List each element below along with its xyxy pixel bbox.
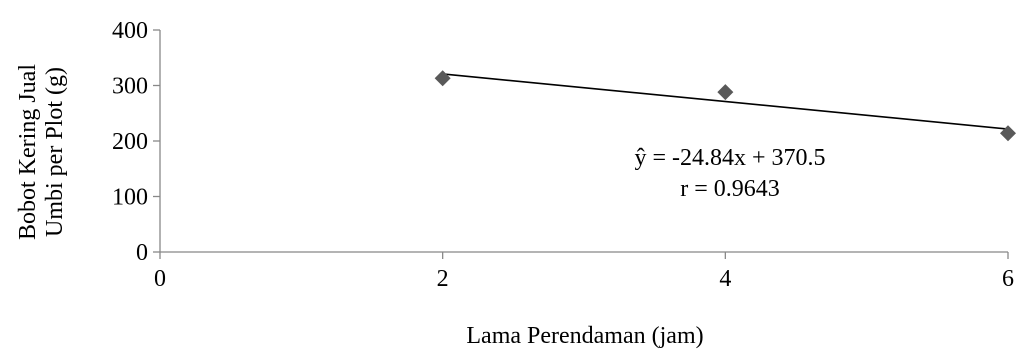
- data-point: [1000, 125, 1016, 142]
- correlation-coefficient: r = 0.9643: [680, 176, 780, 202]
- y-axis-title-line-1: Bobot Kering Jual: [15, 64, 41, 240]
- x-axis-title: Lama Perendaman (jam): [466, 323, 703, 349]
- trend-layer: [442, 73, 1009, 130]
- data-point: [717, 84, 734, 101]
- points-layer: [434, 70, 1016, 142]
- y-tick-label: 200: [112, 129, 148, 155]
- y-tick-label: 300: [112, 74, 148, 100]
- y-tick-label: 400: [112, 18, 148, 44]
- y-axis-title-line-2: Umbi per Plot (g): [42, 67, 68, 237]
- y-tick-label: 100: [112, 185, 148, 211]
- x-tick-label: 0: [154, 266, 166, 292]
- ticks: 0 100 200 300 400 0 2 4 6: [112, 18, 1014, 292]
- axes: [159, 30, 1008, 253]
- y-tick-label: 0: [136, 240, 148, 266]
- y-axis-title: Bobot Kering Jual Umbi per Plot (g): [15, 64, 68, 240]
- trend-line: [442, 73, 1009, 130]
- x-tick-label: 6: [1002, 266, 1014, 292]
- x-tick-label: 4: [719, 266, 731, 292]
- regression-equation: ŷ = -24.84x + 370.5: [634, 145, 825, 171]
- x-tick-label: 2: [437, 266, 449, 292]
- data-point: [434, 70, 451, 87]
